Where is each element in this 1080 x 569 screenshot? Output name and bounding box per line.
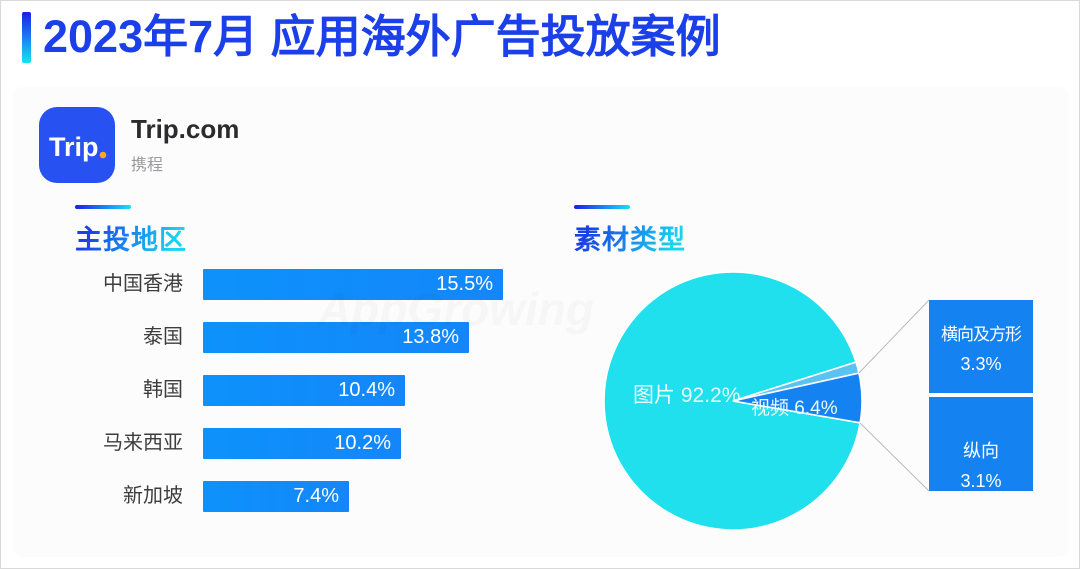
svg-text:Trip: Trip xyxy=(49,132,99,162)
